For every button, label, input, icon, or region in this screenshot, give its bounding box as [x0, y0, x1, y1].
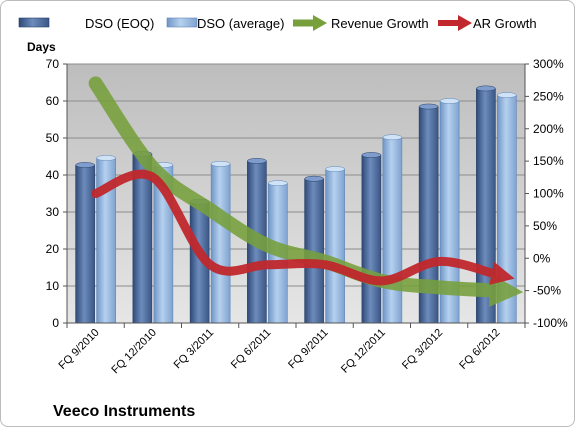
x-tick-label: FQ 9/2010	[57, 327, 102, 372]
y-left-tick-label: 70	[46, 57, 60, 71]
bar-cap	[304, 175, 324, 182]
y-right-tick-label: 0%	[533, 251, 551, 265]
bar-cap	[418, 103, 439, 110]
legend-swatch-bar	[166, 17, 198, 28]
y-right-tick-label: 100%	[533, 187, 564, 201]
bar-cap	[382, 134, 403, 141]
y-left-tick-label: 60	[46, 94, 60, 108]
bar-cap	[210, 161, 231, 167]
bar-dso-eoq	[361, 154, 382, 324]
x-tick-label: FQ 12/2011	[339, 327, 388, 376]
legend: DSO (EOQ) DSO (average) Revenue Growth AR G…	[18, 15, 537, 31]
y-right-tick-label: 50%	[533, 219, 557, 233]
y-right-tick-label: 150%	[533, 154, 564, 168]
y-left-tick-label: 40	[46, 168, 60, 182]
y-left-tick-label: 0	[52, 316, 59, 330]
y-right-tick-label: 200%	[533, 122, 564, 136]
x-tick-label: FQ 12/2010	[109, 327, 159, 377]
legend-swatch-bar	[18, 17, 50, 28]
y-right-tick-label: -50%	[533, 284, 561, 298]
ar-growth-line	[91, 169, 515, 286]
legend-label: AR Growth	[473, 16, 537, 31]
bar-dso-average	[325, 168, 345, 324]
x-tick-label: FQ 9/2011	[286, 327, 331, 372]
x-tick-label: FQ 6/2012	[457, 327, 502, 372]
bar-cap	[96, 155, 116, 161]
legend-arrowhead	[458, 15, 472, 31]
company-name: Veeco Instruments	[53, 403, 195, 420]
legend-label: DSO (EOQ)	[85, 16, 154, 31]
legend-label: Revenue Growth	[331, 16, 429, 31]
bar-cap	[476, 85, 496, 92]
y-left-tick-label: 30	[46, 205, 60, 219]
bar-dso-average	[382, 136, 403, 324]
x-tick-label: FQ 3/2012	[400, 327, 445, 372]
y-left-tick-label: 50	[46, 131, 60, 145]
revenue-growth-line	[88, 76, 524, 308]
bar-dso-eoq	[75, 164, 95, 324]
y-left-tick-label: 20	[46, 242, 60, 256]
y-right-tick-label: -100%	[533, 316, 568, 330]
bar-cap	[75, 162, 95, 168]
growth-lines	[88, 76, 524, 308]
bar-cap	[268, 180, 288, 186]
bar-cap	[361, 152, 382, 158]
x-tick-label: FQ 3/2011	[172, 327, 217, 372]
y-left-tick-label: 10	[46, 279, 60, 293]
x-tick-label: FQ 6/2011	[229, 327, 274, 372]
bar-cap	[497, 92, 517, 98]
legend-label: DSO (average)	[197, 16, 284, 31]
y-right-tick-label: 300%	[533, 57, 564, 71]
bar-cap	[325, 166, 345, 172]
bar-cap	[247, 158, 267, 164]
y-left-axis-title: Days	[27, 40, 56, 54]
bar-cap	[439, 98, 460, 104]
legend-arrowhead	[313, 15, 327, 31]
y-right-tick-label: 250%	[533, 89, 564, 103]
bar-dso-average	[210, 163, 231, 324]
